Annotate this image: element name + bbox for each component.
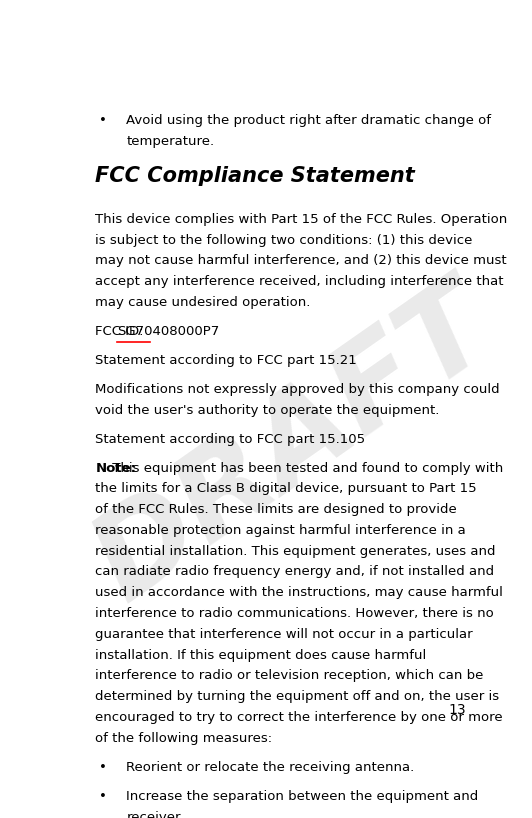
Text: •: • (99, 789, 107, 802)
Text: FCC ID:: FCC ID: (95, 325, 148, 338)
Text: accept any interference received, including interference that: accept any interference received, includ… (95, 275, 504, 288)
Text: reasonable protection against harmful interference in a: reasonable protection against harmful in… (95, 524, 466, 537)
Text: the limits for a Class B digital device, pursuant to Part 15: the limits for a Class B digital device,… (95, 483, 477, 496)
Text: of the following measures:: of the following measures: (95, 732, 272, 744)
Text: Increase the separation between the equipment and: Increase the separation between the equi… (126, 789, 478, 802)
Text: Statement according to FCC part 15.105: Statement according to FCC part 15.105 (95, 433, 365, 446)
Text: void the user's authority to operate the equipment.: void the user's authority to operate the… (95, 403, 440, 416)
Text: used in accordance with the instructions, may cause harmful: used in accordance with the instructions… (95, 587, 503, 600)
Text: This equipment has been tested and found to comply with: This equipment has been tested and found… (108, 461, 503, 474)
Text: 13: 13 (449, 703, 467, 717)
Text: installation. If this equipment does cause harmful: installation. If this equipment does cau… (95, 649, 427, 662)
Text: receiver.: receiver. (126, 811, 184, 818)
Text: temperature.: temperature. (126, 135, 214, 148)
Text: FCC Compliance Statement: FCC Compliance Statement (95, 166, 415, 187)
Text: is subject to the following two conditions: (1) this device: is subject to the following two conditio… (95, 234, 473, 246)
Text: interference to radio or television reception, which can be: interference to radio or television rece… (95, 669, 484, 682)
Text: •: • (99, 761, 107, 774)
Text: •: • (99, 114, 107, 127)
Text: of the FCC Rules. These limits are designed to provide: of the FCC Rules. These limits are desig… (95, 503, 457, 516)
Text: Statement according to FCC part 15.21: Statement according to FCC part 15.21 (95, 354, 357, 366)
Text: encouraged to try to correct the interference by one or more: encouraged to try to correct the interfe… (95, 711, 503, 724)
Text: may not cause harmful interference, and (2) this device must: may not cause harmful interference, and … (95, 254, 507, 267)
Text: may cause undesired operation.: may cause undesired operation. (95, 296, 311, 309)
Text: interference to radio communications. However, there is no: interference to radio communications. Ho… (95, 607, 494, 620)
Text: guarantee that interference will not occur in a particular: guarantee that interference will not occ… (95, 628, 473, 640)
Text: determined by turning the equipment off and on, the user is: determined by turning the equipment off … (95, 690, 500, 703)
Text: Note:: Note: (95, 461, 136, 474)
Text: residential installation. This equipment generates, uses and: residential installation. This equipment… (95, 545, 496, 558)
Text: DRAFT: DRAFT (72, 266, 514, 623)
Text: Avoid using the product right after dramatic change of: Avoid using the product right after dram… (126, 114, 491, 127)
Text: Modifications not expressly approved by this company could: Modifications not expressly approved by … (95, 383, 500, 396)
Text: Reorient or relocate the receiving antenna.: Reorient or relocate the receiving anten… (126, 761, 414, 774)
Text: can radiate radio frequency energy and, if not installed and: can radiate radio frequency energy and, … (95, 565, 494, 578)
Text: SG70408000P7: SG70408000P7 (117, 325, 220, 338)
Text: This device complies with Part 15 of the FCC Rules. Operation: This device complies with Part 15 of the… (95, 213, 508, 226)
